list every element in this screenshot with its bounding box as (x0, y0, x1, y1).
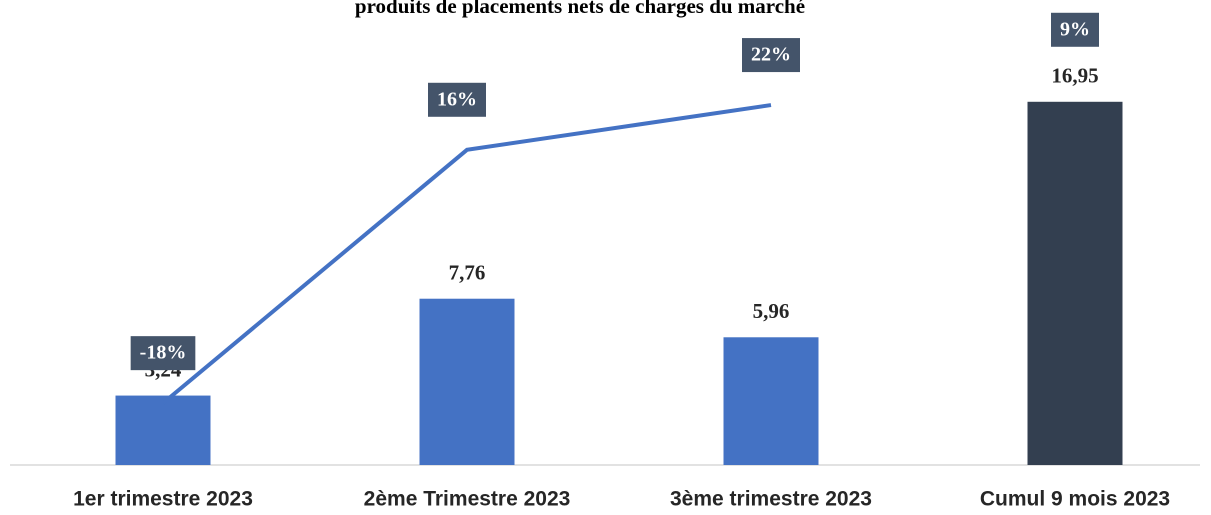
total-growth-label: 9% (1060, 18, 1090, 40)
growth-label-box (742, 38, 800, 73)
x-tick-label: 3ème trimestre 2023 (670, 488, 872, 511)
bar (115, 395, 211, 465)
line (161, 103, 772, 405)
bar (419, 298, 515, 465)
value-label: 16,95 (1051, 64, 1098, 88)
total-growth-label-box (1051, 12, 1099, 47)
growth-label: 22% (751, 44, 791, 66)
growth-label-box (130, 336, 196, 371)
x-tick-label: 1er trimestre 2023 (73, 488, 253, 511)
growth-label: 16% (437, 88, 477, 110)
bar (723, 337, 819, 465)
x-tick-label: 2ème Trimestre 2023 (364, 488, 571, 511)
bar (1027, 101, 1123, 466)
growth-label: -18% (140, 342, 187, 364)
chart-title: produits de placements nets de charges d… (355, 0, 805, 18)
growth-label-box (428, 82, 486, 117)
value-label: 5,96 (753, 299, 790, 323)
x-tick-label: Cumul 9 mois 2023 (980, 488, 1170, 511)
value-label: 7,76 (449, 261, 486, 285)
